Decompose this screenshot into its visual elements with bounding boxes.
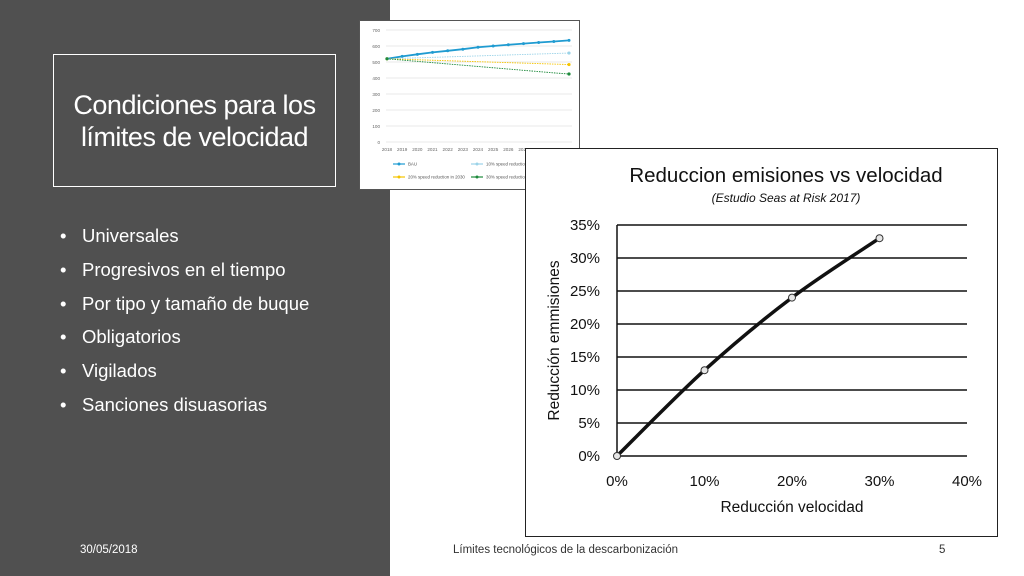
data-point bbox=[537, 40, 541, 44]
legend-marker bbox=[475, 175, 479, 179]
thumbnail-chart: 0 100 200 300 400 500 600 700 2018 2019 2020 2021 20… bbox=[359, 20, 580, 190]
data-point bbox=[400, 54, 404, 58]
y-tick-label: 10% bbox=[570, 382, 600, 399]
y-tick-label: 30% bbox=[570, 250, 600, 267]
data-point bbox=[567, 51, 571, 55]
bullet-text: Sanciones disuasorias bbox=[82, 393, 268, 415]
page-number: 5 bbox=[939, 544, 946, 556]
footer-date: 30/05/2018 bbox=[80, 544, 138, 556]
series-line bbox=[386, 58, 570, 75]
data-point bbox=[567, 62, 571, 67]
data-point bbox=[567, 72, 571, 76]
bullet-item: • Universales bbox=[60, 224, 309, 258]
bullet-item: • Progresivos en el tiempo bbox=[60, 258, 309, 292]
x-tick-label: 2019 bbox=[397, 147, 408, 152]
y-tick-label: 20% bbox=[570, 316, 600, 333]
legend-label: 20% speed reduction in 2030 bbox=[408, 175, 465, 180]
x-tick-label: 20% bbox=[777, 473, 807, 490]
x-tick-label: 30% bbox=[864, 473, 894, 490]
x-tick-label: 2027 bbox=[518, 147, 529, 152]
bullet-item: • Por tipo y tamaño de buque bbox=[60, 292, 309, 326]
bullet-text: Obligatorios bbox=[82, 326, 181, 348]
x-tick-label: 2023 bbox=[458, 147, 469, 152]
data-point bbox=[613, 452, 621, 460]
page-title: Condiciones para los límites de velocida… bbox=[73, 89, 316, 152]
x-tick-label: 2018 bbox=[382, 147, 393, 152]
x-axis-title: Reducción velocidad bbox=[720, 499, 863, 516]
x-tick-label: 2025 bbox=[488, 147, 499, 152]
title-box: Condiciones para los límites de velocida… bbox=[53, 54, 336, 187]
data-point bbox=[446, 49, 450, 53]
x-tick-label: 40% bbox=[952, 473, 982, 490]
y-tick-label: 100 bbox=[372, 124, 380, 129]
y-tick-label: 500 bbox=[372, 60, 380, 65]
x-tick-label: 2021 bbox=[427, 147, 438, 152]
y-tick-label: 400 bbox=[372, 76, 380, 81]
series-line bbox=[386, 58, 570, 66]
data-point bbox=[875, 234, 884, 243]
bullet-item: • Sanciones disuasorias bbox=[60, 393, 309, 427]
chart-title: Reduccion emisiones vs velocidad bbox=[629, 164, 942, 187]
y-tick-label: 600 bbox=[372, 44, 380, 49]
bullet-item: • Obligatorios bbox=[60, 325, 309, 359]
y-tick-label: 700 bbox=[372, 28, 380, 33]
data-point bbox=[552, 40, 556, 44]
bullet-list: • Universales • Progresivos en el tiempo •… bbox=[60, 224, 309, 427]
bullet-item: • Vigilados bbox=[60, 359, 309, 393]
left-panel: Condiciones para los límites de velocida… bbox=[0, 0, 390, 576]
legend-marker bbox=[397, 175, 401, 179]
x-tick-label: 2020 bbox=[412, 147, 423, 152]
footer-title: Límites tecnológicos de la descarbonizac… bbox=[453, 544, 679, 556]
data-point bbox=[506, 43, 510, 47]
legend-label: 30% speed reduction in 2030 bbox=[486, 175, 543, 180]
data-point bbox=[522, 42, 525, 46]
data-point bbox=[788, 293, 796, 302]
legend-label: 10% speed reduction in 2030 bbox=[486, 162, 543, 167]
y-tick-label: 0 bbox=[377, 140, 380, 145]
data-point bbox=[491, 44, 495, 48]
legend-label: BAU bbox=[408, 162, 417, 167]
data-point bbox=[461, 47, 465, 51]
x-tick-label: 2024 bbox=[473, 147, 484, 152]
data-point bbox=[700, 366, 709, 375]
x-tick-label: 2022 bbox=[443, 147, 454, 152]
y-tick-label: 25% bbox=[570, 283, 600, 300]
data-point bbox=[415, 52, 419, 56]
y-tick-label: 0% bbox=[578, 448, 600, 465]
legend-marker bbox=[397, 162, 401, 166]
data-point bbox=[476, 45, 480, 49]
trend-line bbox=[615, 236, 881, 458]
y-tick-label: 5% bbox=[578, 415, 600, 432]
data-point bbox=[431, 50, 434, 54]
y-tick-label: 15% bbox=[570, 349, 600, 366]
main-chart-svg: Reduccion emisiones vs velocidad (Estudio… bbox=[546, 164, 982, 516]
data-point bbox=[385, 57, 389, 61]
x-tick-label: 10% bbox=[689, 473, 719, 490]
x-tick-label: 0% bbox=[606, 473, 628, 490]
y-tick-label: 200 bbox=[372, 108, 380, 113]
bullet-text: Universales bbox=[82, 225, 179, 246]
data-point bbox=[567, 38, 571, 42]
x-tick-label: 2026 bbox=[503, 147, 514, 152]
thumbnail-chart-svg: 0 100 200 300 400 500 600 700 2018 2019 2020 2021 20… bbox=[372, 28, 574, 180]
legend-marker bbox=[475, 162, 479, 166]
main-chart: Reduccion emisiones vs velocidad (Estudio… bbox=[525, 148, 998, 537]
bullet-text: Vigilados bbox=[82, 360, 157, 382]
bullet-text: Progresivos en el tiempo bbox=[82, 258, 286, 280]
y-tick-label: 35% bbox=[570, 217, 600, 234]
bullet-text: Por tipo y tamaño de buque bbox=[82, 292, 310, 314]
y-axis-title: Reducción emmisiones bbox=[546, 260, 563, 420]
chart-subtitle: (Estudio Seas at Risk 2017) bbox=[712, 191, 861, 205]
series-line bbox=[386, 52, 570, 60]
y-tick-label: 300 bbox=[372, 92, 380, 97]
